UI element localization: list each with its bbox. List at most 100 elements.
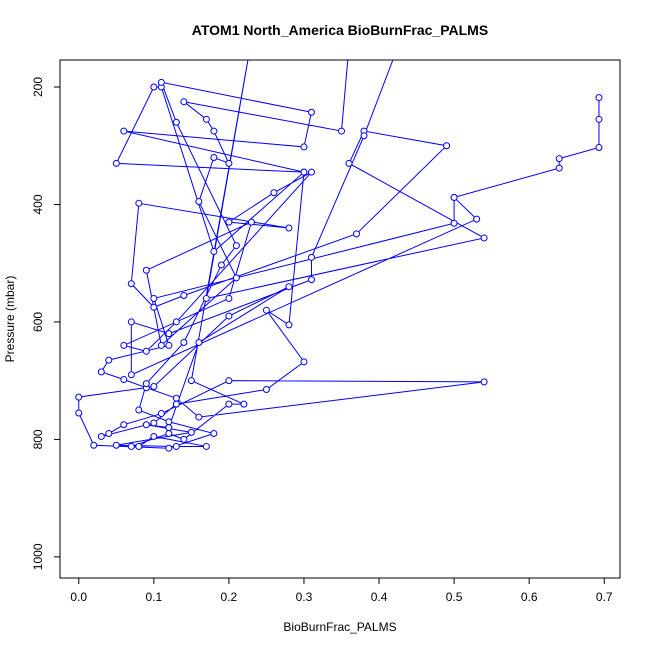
data-point <box>195 413 203 421</box>
data-point <box>150 83 158 91</box>
data-point <box>345 159 353 167</box>
data-point <box>172 318 180 326</box>
data-point <box>285 321 293 329</box>
data-point <box>105 430 113 438</box>
data-point <box>473 215 481 223</box>
data-point <box>165 341 173 349</box>
data-point <box>97 368 105 376</box>
data-point <box>210 153 218 161</box>
data-point <box>480 378 488 386</box>
y-tick-label: 200 <box>31 77 45 97</box>
data-point <box>217 261 225 269</box>
data-point <box>150 303 158 311</box>
y-tick-label: 800 <box>31 429 45 449</box>
x-tick-label: 0.2 <box>221 590 238 604</box>
data-point <box>165 430 173 438</box>
y-tick-label: 600 <box>31 312 45 332</box>
data-point <box>225 294 233 302</box>
data-point <box>135 406 143 414</box>
data-point <box>172 442 180 450</box>
y-tick-label: 1000 <box>31 543 45 570</box>
data-point <box>172 118 180 126</box>
data-point <box>120 375 128 383</box>
data-point <box>225 312 233 320</box>
data-point <box>180 338 188 346</box>
data-point <box>180 435 188 443</box>
data-point <box>105 356 113 364</box>
x-tick-label: 0.6 <box>521 590 538 604</box>
data-point <box>150 432 158 440</box>
data-point <box>195 338 203 346</box>
data-point <box>187 377 195 385</box>
data-point <box>142 347 150 355</box>
data-point <box>270 189 278 197</box>
data-point <box>360 132 368 140</box>
data-point <box>75 409 83 417</box>
y-tick-label: 400 <box>31 194 45 214</box>
data-point <box>202 442 210 450</box>
data-point <box>262 385 270 393</box>
data-point <box>450 219 458 227</box>
data-point <box>157 410 165 418</box>
data-point <box>180 98 188 106</box>
data-point <box>307 108 315 116</box>
data-point <box>127 442 135 450</box>
data-point <box>172 400 180 408</box>
data-point <box>127 280 135 288</box>
data-point <box>165 418 173 426</box>
data-point <box>300 143 308 151</box>
data-point <box>225 159 233 167</box>
data-point <box>595 144 603 152</box>
data-point <box>555 155 563 163</box>
data-point <box>120 127 128 135</box>
data-point <box>210 247 218 255</box>
x-tick-label: 0.7 <box>596 590 613 604</box>
data-point <box>157 341 165 349</box>
data-point <box>285 224 293 232</box>
data-point <box>595 115 603 123</box>
data-point <box>135 199 143 207</box>
data-point <box>210 430 218 438</box>
x-tick-label: 0.4 <box>371 590 388 604</box>
y-axis-title: Pressure (mbar) <box>3 276 17 363</box>
data-point <box>127 371 135 379</box>
data-point <box>112 441 120 449</box>
x-tick-label: 0.3 <box>296 590 313 604</box>
data-point <box>307 168 315 176</box>
data-point <box>195 198 203 206</box>
x-axis-title: BioBurnFrac_PALMS <box>283 620 396 634</box>
data-point <box>300 168 308 176</box>
data-point <box>135 442 143 450</box>
data-point <box>595 94 603 102</box>
plot-frame <box>59 59 621 579</box>
data-point <box>150 383 158 391</box>
data-point <box>150 294 158 302</box>
data-point <box>443 142 451 150</box>
data-point <box>157 78 165 86</box>
data-point <box>232 274 240 282</box>
data-point <box>112 159 120 167</box>
data-point <box>210 127 218 135</box>
data-point <box>232 242 240 250</box>
data-point <box>555 164 563 172</box>
data-point <box>247 218 255 226</box>
data-point <box>346 43 352 49</box>
data-point <box>172 394 180 402</box>
x-tick-label: 0.0 <box>70 590 87 604</box>
data-point <box>75 393 83 401</box>
plot-area <box>75 43 603 452</box>
data-point <box>285 283 293 291</box>
x-tick-label: 0.5 <box>446 590 463 604</box>
data-point <box>165 424 173 432</box>
data-point <box>90 441 98 449</box>
data-point <box>142 380 150 388</box>
data-point <box>225 218 233 226</box>
data-point <box>300 358 308 366</box>
data-point <box>165 330 173 338</box>
data-point <box>225 377 233 385</box>
data-point <box>142 421 150 429</box>
data-point <box>225 400 233 408</box>
data-point <box>120 341 128 349</box>
data-point <box>202 115 210 123</box>
data-point <box>353 230 361 238</box>
